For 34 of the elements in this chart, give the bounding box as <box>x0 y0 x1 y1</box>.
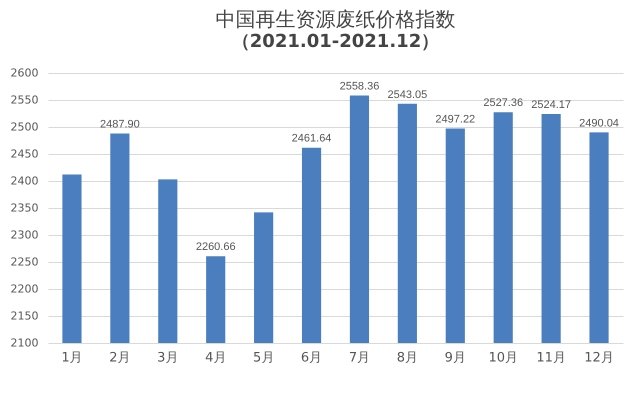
x-tick-label: 8月 <box>396 350 418 366</box>
data-label: 2461.64 <box>292 132 332 145</box>
data-label: 2487.90 <box>100 118 140 131</box>
data-label: 2260.66 <box>196 241 236 254</box>
x-tick-label: 4月 <box>205 350 226 366</box>
chart-title: 中国再生资源废纸价格指数 <box>216 7 456 31</box>
data-label: 2490.04 <box>579 117 619 130</box>
y-tick-label: 2450 <box>10 148 38 160</box>
x-tick-label: 9月 <box>444 350 466 366</box>
y-tick-label: 2350 <box>10 202 38 214</box>
y-tick-label: 2100 <box>10 336 38 350</box>
x-tick-label: 3月 <box>157 350 178 366</box>
data-label: 2543.05 <box>387 88 428 101</box>
x-tick-label: 6月 <box>300 350 322 366</box>
y-tick-label: 2200 <box>10 282 38 296</box>
x-tick-label: 7月 <box>348 350 370 366</box>
data-label: 2558.36 <box>340 80 380 92</box>
x-tick-label: 2月 <box>109 350 131 366</box>
y-tick-label: 2150 <box>10 310 38 322</box>
y-tick-label: 2600 <box>10 66 38 80</box>
data-label: 2527.36 <box>483 97 524 110</box>
x-tick-label: 5月 <box>252 350 274 366</box>
y-tick-label: 2250 <box>10 256 38 268</box>
y-tick-label: 2400 <box>10 174 38 188</box>
chart-subtitle: （2021.01-2021.12） <box>232 31 440 52</box>
data-label: 2497.22 <box>435 114 476 126</box>
x-tick-label: 1月 <box>61 350 83 366</box>
y-tick-label: 2300 <box>10 228 38 242</box>
data-label: 2524.17 <box>531 98 572 111</box>
y-tick-label: 2550 <box>10 94 38 106</box>
x-tick-label: 12月 <box>584 350 614 366</box>
y-tick-label: 2500 <box>10 120 38 134</box>
x-tick-label: 11月 <box>536 350 566 366</box>
x-tick-label: 10月 <box>488 350 518 366</box>
